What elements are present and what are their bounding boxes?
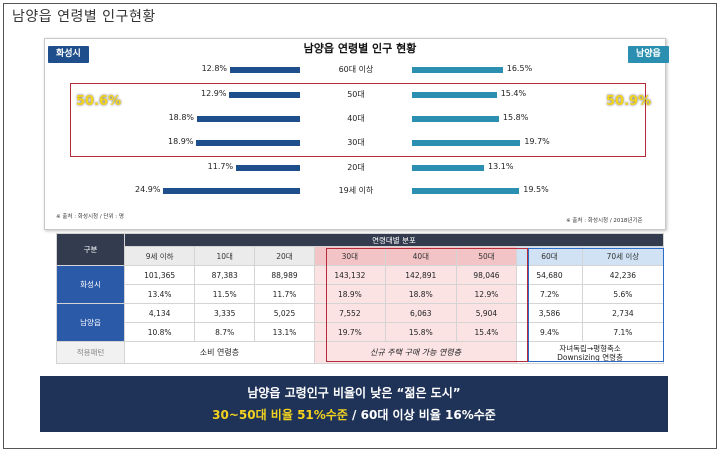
table-cell: 98,046 — [455, 265, 518, 285]
age-header: 9세 이하 — [123, 246, 196, 266]
table-row: 남양읍 4,134 3,335 5,025 7,552 6,063 5,904 … — [56, 303, 665, 342]
table-cell: 19.7% — [313, 322, 386, 342]
pattern-buyer: 신규 주택 구매 가능 연령층 — [313, 341, 518, 364]
right-bar-label: 13.1% — [488, 162, 514, 171]
highlight-box — [70, 83, 646, 157]
table-cell: 5,904 — [455, 303, 518, 323]
age-header: 50대 — [455, 246, 518, 266]
table-cell: 12.9% — [455, 284, 518, 304]
age-header: 20대 — [254, 246, 315, 266]
right-bar — [412, 140, 521, 146]
table-cell: 10.8% — [123, 322, 196, 342]
table-group-header: 연령대별 분포 — [124, 233, 664, 247]
age-category-label: 30대 — [347, 138, 365, 147]
banner-highlight: 30~50대 비율 51%수준 — [212, 408, 348, 422]
chart-panel — [44, 38, 666, 230]
highlight-right-pct: 50.9% — [606, 94, 652, 109]
row-label-namyang: 남양읍 — [56, 303, 125, 342]
age-category-label: 20대 — [347, 163, 365, 172]
left-region-tag: 화성시 — [48, 46, 89, 63]
left-bar-label: 24.9% — [135, 185, 161, 194]
table-cell: 87,383 — [194, 265, 256, 285]
age-category-label: 50대 — [347, 90, 365, 99]
age-header: 70세 이상 — [581, 246, 665, 266]
pattern-row: 적용패턴 소비 연령층 신규 주택 구매 가능 연령층 자녀독립→평형축소 Do… — [56, 341, 664, 364]
left-bar-label: 12.8% — [201, 64, 228, 73]
pattern-consumer: 소비 연령층 — [124, 341, 315, 364]
table-cell: 13.1% — [254, 322, 315, 342]
table-cell: 88,989 — [254, 265, 315, 285]
left-bar-label: 12.9% — [201, 89, 227, 98]
table-cell: 5,025 — [254, 303, 315, 323]
table-cell: 8.7% — [194, 322, 256, 342]
table-cell: 11.7% — [254, 284, 315, 304]
right-bar-label: 16.5% — [506, 64, 533, 73]
age-header: 10대 — [194, 246, 256, 266]
right-bar — [412, 92, 497, 98]
summary-banner: 남양읍 고령인구 비율이 낮은 “젊은 도시” 30~50대 비율 51%수준 … — [40, 376, 668, 432]
right-bar-label: 15.4% — [500, 89, 527, 98]
right-region-tag: 남양읍 — [628, 46, 669, 63]
table-cell: 13.4% — [123, 284, 196, 304]
table-age-header-row: 9세 이하 10대 20대 30대 40대 50대 60대 70세 이상 — [57, 246, 665, 266]
left-bar — [229, 67, 300, 73]
age-header: 60대 — [516, 246, 583, 266]
left-bar — [163, 188, 300, 194]
chart-title: 남양읍 연령별 인구 현황 — [303, 42, 417, 55]
age-category-label: 60대 이상 — [338, 65, 374, 74]
table-cell: 9.4% — [516, 322, 583, 342]
source-note-left: ※ 출처 : 화성시청 / 단위 : 명 — [56, 214, 124, 220]
source-note-right: ※ 출처 : 화성시청 / 2018년기준 — [566, 218, 643, 224]
pattern-downsizing: 자녀독립→평형축소 Downsizing 연령층 — [516, 341, 664, 364]
left-bar-label: 11.7% — [207, 162, 234, 171]
left-bar-label: 18.8% — [168, 113, 195, 122]
senior-age-outline — [528, 248, 664, 362]
table-cell: 3,586 — [516, 303, 583, 323]
pattern-downsizing-line1: 자녀독립→평형축소 — [559, 343, 621, 353]
table-cell: 15.4% — [455, 322, 518, 342]
age-category-label: 19세 이하 — [338, 186, 374, 195]
pattern-label: 적용패턴 — [56, 341, 125, 364]
row-label-hwaseong: 화성시 — [56, 265, 125, 304]
left-bar-label: 18.9% — [168, 137, 194, 146]
page-frame — [3, 3, 717, 449]
table-cell: 101,365 — [123, 265, 196, 285]
banner-line1: 남양읍 고령인구 비율이 낮은 “젊은 도시” — [247, 386, 461, 400]
right-bar — [412, 165, 485, 171]
right-bar-label: 19.7% — [524, 137, 550, 146]
highlight-left-pct: 50.6% — [76, 94, 122, 109]
left-bar — [235, 165, 300, 171]
table-header-row: 구분 연령대별 분포 — [56, 233, 664, 266]
banner-rest: / 60대 이상 비율 16%수준 — [347, 408, 496, 422]
table-cell: 7.1% — [581, 322, 665, 342]
right-bar — [412, 116, 499, 122]
right-bar-label: 19.5% — [523, 185, 549, 194]
right-bar — [412, 188, 520, 194]
table-corner: 구분 — [56, 233, 125, 266]
age-category-label: 40대 — [347, 114, 365, 123]
table-cell: 4,134 — [123, 303, 196, 323]
pattern-downsizing-line2: Downsizing 연령층 — [557, 352, 623, 362]
left-bar — [196, 116, 300, 122]
table-row: 10.8% 8.7% 13.1% 19.7% 15.8% 15.4% 9.4% … — [57, 322, 665, 342]
banner-line2: 30~50대 비율 51%수준 / 60대 이상 비율 16%수준 — [40, 406, 668, 423]
right-bar — [412, 67, 503, 73]
table-cell: 15.8% — [384, 322, 457, 342]
table-cell: 3,335 — [194, 303, 256, 323]
age-distribution-table: 구분 연령대별 분포 9세 이하 10대 20대 30대 40대 50대 60대… — [56, 233, 665, 364]
right-bar-label: 15.8% — [502, 113, 529, 122]
page-title: 남양읍 연령별 인구현황 — [12, 9, 156, 25]
table-cell: 11.5% — [194, 284, 256, 304]
table-cell: 143,132 — [313, 265, 386, 285]
table-cell: 7,552 — [313, 303, 386, 323]
left-bar — [229, 92, 300, 98]
buyer-age-outline — [326, 248, 528, 362]
table-cell: 18.8% — [384, 284, 457, 304]
left-bar — [196, 140, 300, 146]
